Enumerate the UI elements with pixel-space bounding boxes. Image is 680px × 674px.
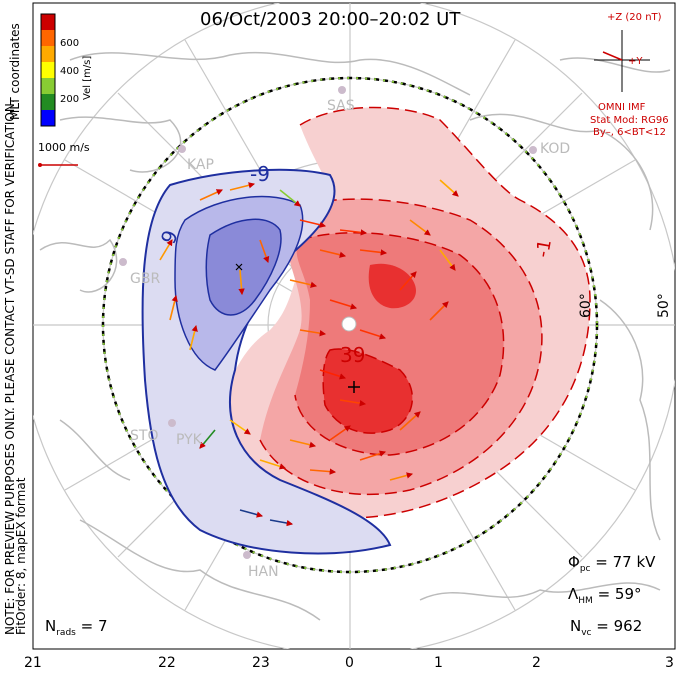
nvc-stat: Nvc = 962 [570, 617, 643, 638]
velocity-vectors [159, 179, 459, 527]
colorbar-tick-400: 400 [60, 66, 80, 77]
imf-dial [594, 30, 650, 92]
hm-boundary-dots [102, 77, 598, 573]
velocity-colorbar [40, 13, 56, 127]
mlt-tick-23: 23 [252, 655, 270, 671]
mlt-tick-1: 1 [434, 655, 443, 671]
colorbar-tick-600: 600 [60, 38, 80, 49]
mlt-tick-0: 0 [345, 655, 354, 671]
imf-source: OMNI IMF [598, 102, 646, 113]
phi-pc-stat: Φpc = 77 kV [568, 553, 656, 574]
reference-vector-label: 1000 m/s [38, 141, 90, 154]
pole-marker [341, 316, 357, 332]
reference-vector-origin [38, 163, 42, 167]
colorbar-tick-200: 200 [60, 94, 80, 105]
station-han: HAN [248, 564, 279, 580]
potential-min-marker [235, 263, 243, 271]
potential-max-marker [348, 381, 360, 393]
nrads-stat: Nrads = 7 [45, 617, 108, 638]
velocity-unit-label: Vel [m/s] [82, 55, 93, 100]
mlt-tick-3: 3 [665, 655, 674, 671]
imf-z-label: +Z (20 nT) [607, 12, 662, 23]
lambda-hm-stat: ΛHM = 59° [568, 585, 642, 606]
coastlines [39, 51, 671, 621]
contour-label-neg-9: -9 [250, 162, 270, 186]
map-title: 06/Oct/2003 20:00–20:02 UT [200, 9, 461, 30]
contour-label-neg-1: -1 [532, 237, 556, 260]
negative-potential-cell [141, 168, 392, 555]
imf-model: Stat Mod: RG96 [590, 115, 669, 126]
imf-condition: By–, 6<BT<12 [593, 127, 666, 138]
latitude-label-50: 50° [656, 293, 672, 318]
mlt-tick-22: 22 [158, 655, 176, 671]
positive-potential-cell [215, 106, 591, 519]
station-sto: STO [130, 428, 159, 444]
station-kod: KOD [540, 141, 571, 157]
station-gbr: GBR [130, 271, 161, 287]
latitude-label-60: 60° [578, 293, 594, 318]
station-markers [119, 86, 537, 559]
mlt-tick-21: 21 [24, 655, 42, 671]
station-kap: KAP [187, 157, 214, 173]
imf-y-label: +Y [628, 56, 643, 67]
fit-order-note: FitOrder: 8, mapEX format [14, 477, 28, 635]
station-sas: SAS [327, 98, 355, 114]
contour-label-39: 39 [340, 343, 366, 367]
station-pyk: PYK [176, 432, 202, 448]
mlt-tick-2: 2 [532, 655, 541, 671]
